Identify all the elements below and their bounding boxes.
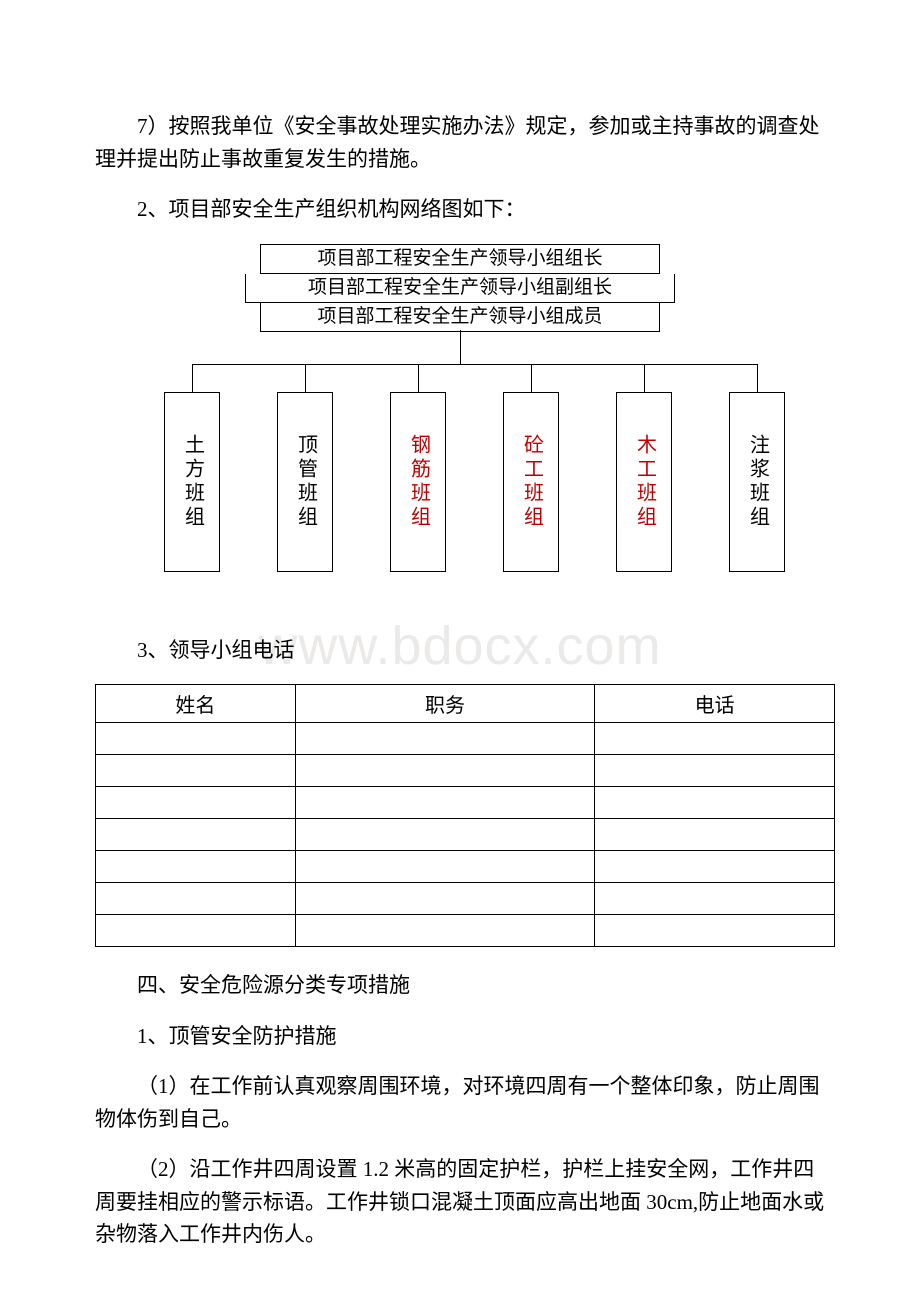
org-leaf-label: 顶管班组 [292,434,319,530]
org-leaf-team: 土方班组 [164,392,220,572]
table-cell [595,755,835,787]
table-cell [295,723,595,755]
org-top-member: 项目部工程安全生产领导小组成员 [260,303,660,332]
table-cell [295,915,595,947]
org-top-deputy: 项目部工程安全生产领导小组副组长 [245,274,675,303]
org-connector-branch [192,364,193,392]
para-item-7: 7）按照我单位《安全事故处理实施办法》规定，参加或主持事故的调查处理并提出防止事… [95,110,825,175]
table-row [96,851,835,883]
table-cell [96,819,296,851]
org-connector-branch [531,364,532,392]
table-cell [96,723,296,755]
org-connector-branch [757,364,758,392]
table-row [96,787,835,819]
table-cell [295,819,595,851]
org-leaf-label: 木工班组 [631,434,658,530]
table-cell [96,915,296,947]
org-top-stack: 项目部工程安全生产领导小组组长 项目部工程安全生产领导小组副组长 项目部工程安全… [260,244,660,332]
table-cell [96,851,296,883]
org-leaf-label: 土方班组 [179,434,206,530]
para-section-3: 3、领导小组电话 [95,634,825,667]
table-cell [595,787,835,819]
table-cell [595,915,835,947]
org-leaf-label: 钢筋班组 [405,434,432,530]
table-cell [96,787,296,819]
org-leaf-label: 砼工班组 [518,434,545,530]
table-header-phone: 电话 [595,685,835,723]
org-leaf-label: 注浆班组 [744,434,771,530]
table-header-role: 职务 [295,685,595,723]
table-row [96,883,835,915]
table-cell [295,787,595,819]
para-item-4-1-2: （2）沿工作井四周设置 1.2 米高的固定护栏，护栏上挂安全网，工作井四周要挂相… [95,1153,825,1251]
para-section-2: 2、项目部安全生产组织机构网络图如下： [95,193,825,226]
table-row [96,723,835,755]
org-connector-main [460,330,461,364]
para-section-4-1: 1、顶管安全防护措施 [95,1020,825,1053]
table-cell [595,883,835,915]
table-row [96,755,835,787]
table-cell [96,883,296,915]
table-cell [295,755,595,787]
para-section-4-title: 四、安全危险源分类专项措施 [95,969,825,1002]
table-cell [295,851,595,883]
table-header-row: 姓名 职务 电话 [96,685,835,723]
org-leaf-team: 木工班组 [616,392,672,572]
para-item-4-1-1: （1）在工作前认真观察周围环境，对环境四周有一个整体印象，防止周围物体伤到自己。 [95,1070,825,1135]
table-row [96,819,835,851]
page-content: 7）按照我单位《安全事故处理实施办法》规定，参加或主持事故的调查处理并提出防止事… [95,110,825,1251]
org-leaf-team: 钢筋班组 [390,392,446,572]
org-leaf-team: 注浆班组 [729,392,785,572]
org-connector-branch [418,364,419,392]
table-cell [595,819,835,851]
table-row [96,915,835,947]
table-cell [595,851,835,883]
org-top-leader: 项目部工程安全生产领导小组组长 [260,244,660,274]
table-header-name: 姓名 [96,685,296,723]
org-chart: 项目部工程安全生产领导小组组长 项目部工程安全生产领导小组副组长 项目部工程安全… [140,244,780,594]
table-cell [96,755,296,787]
contact-table: 姓名 职务 电话 [95,684,835,947]
table-cell [595,723,835,755]
org-connector-branch [644,364,645,392]
org-leaf-team: 砼工班组 [503,392,559,572]
org-connector-branch [305,364,306,392]
org-connector-horizontal [192,364,757,365]
table-cell [295,883,595,915]
org-leaf-team: 顶管班组 [277,392,333,572]
